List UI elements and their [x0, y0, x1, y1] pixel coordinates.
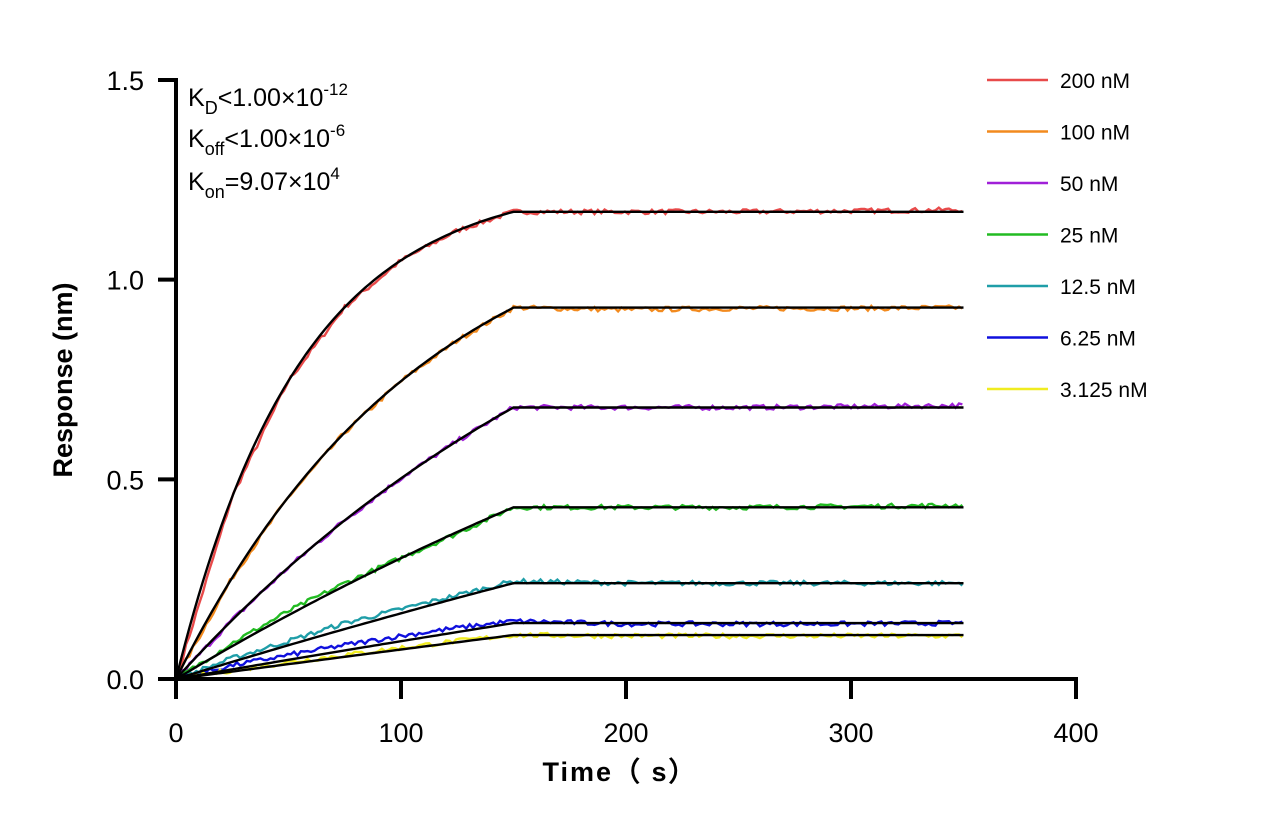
- kon-annotation: Kon=9.07×104: [188, 164, 340, 202]
- fit-curve-6-25-nM: [175, 621, 964, 681]
- fit-curve-100-nM: [174, 306, 964, 680]
- legend-label: 100 nM: [1060, 122, 1130, 145]
- fit-layer: [174, 210, 964, 681]
- y-tick-label: 0.0: [106, 665, 144, 695]
- fit-curve-200-nM: [174, 210, 964, 680]
- x-ticks: 0 100 200 300 400: [168, 679, 1099, 748]
- x-tick-label: 400: [1053, 718, 1098, 748]
- kd-annotation: KD<1.00×10-12: [188, 80, 348, 118]
- y-tick-label: 0.5: [106, 465, 144, 495]
- y-axis-label: Response (nm): [48, 282, 78, 477]
- fit-curve-12-5-nM: [175, 582, 964, 681]
- koff-annotation: Koff<1.00×10-6: [188, 121, 345, 159]
- x-tick-label: 200: [603, 718, 648, 748]
- legend-label: 50 nM: [1060, 173, 1118, 196]
- fit-curve-25-nM: [175, 506, 964, 681]
- data-series-6-25-nM: [175, 618, 963, 681]
- legend-label: 3.125 nM: [1060, 379, 1148, 402]
- legend: 200 nM 100 nM 50 nM 25 nM 12.5 nM 6.25 nM 3.12…: [987, 70, 1148, 402]
- x-tick-label: 0: [168, 718, 183, 748]
- legend-label: 6.25 nM: [1060, 328, 1136, 351]
- legend-label: 12.5 nM: [1060, 276, 1136, 299]
- series-layer: [174, 206, 964, 681]
- data-series-3-125-nM: [175, 631, 964, 681]
- kinetic-annotations: KD<1.00×10-12 Koff<1.00×10-6 Kon=9.07×10…: [188, 80, 348, 202]
- x-tick-label: 300: [828, 718, 873, 748]
- y-tick-label: 1.5: [106, 66, 144, 96]
- x-axis-label: Time（ s）: [542, 757, 697, 787]
- legend-label: 200 nM: [1060, 70, 1130, 93]
- legend-label: 25 nM: [1060, 225, 1118, 248]
- fit-curve-3-125-nM: [175, 633, 964, 681]
- fit-curve-50-nM: [175, 406, 964, 680]
- y-tick-label: 1.0: [106, 266, 144, 296]
- y-ticks: 0.0 0.5 1.0 1.5: [106, 66, 176, 695]
- x-tick-label: 100: [378, 718, 423, 748]
